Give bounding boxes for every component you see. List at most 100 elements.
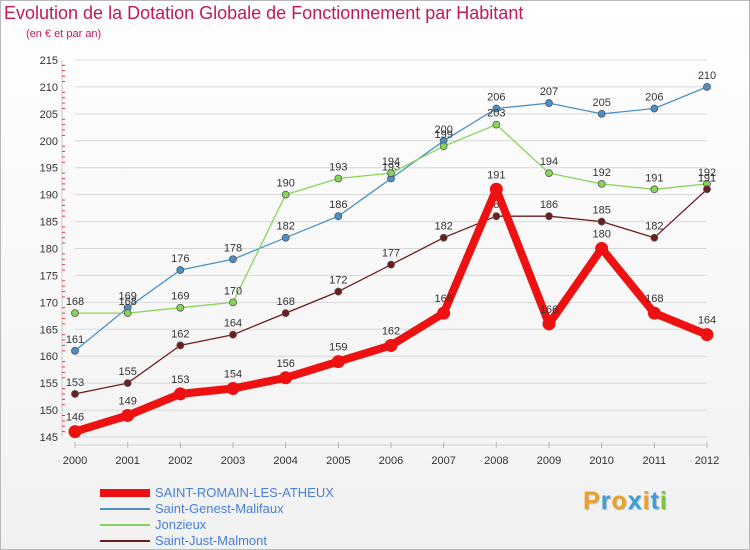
- data-point: [387, 260, 395, 269]
- chart-subtitle: (en € et par an): [26, 28, 102, 40]
- legend-swatch: [100, 508, 150, 510]
- data-label: 149: [118, 395, 136, 407]
- x-tick-label: 2002: [168, 455, 192, 467]
- data-point: [71, 346, 79, 355]
- y-tick-label: 180: [40, 244, 58, 256]
- series-saint-just-malmont: 153 155 162 164 168 172 177 182 186 186 185 182 191: [66, 172, 716, 398]
- data-label: 154: [224, 369, 242, 381]
- data-label: 153: [66, 377, 84, 389]
- data-point: [703, 83, 711, 91]
- data-label: 168: [118, 296, 136, 308]
- logo-letter: x: [627, 487, 643, 515]
- data-point: [439, 233, 448, 242]
- data-point: [597, 109, 606, 118]
- y-tick-label: 150: [40, 405, 58, 417]
- data-point: [334, 287, 343, 296]
- data-point: [229, 255, 237, 264]
- data-label: 182: [276, 221, 294, 233]
- data-label: 192: [698, 167, 716, 179]
- data-point: [545, 99, 553, 107]
- data-label: 191: [698, 172, 716, 184]
- data-point: [387, 169, 395, 178]
- data-label: 168: [434, 293, 452, 305]
- data-label: 191: [645, 172, 663, 184]
- data-label: 206: [487, 91, 505, 103]
- data-point: [650, 233, 659, 242]
- data-point: [492, 212, 501, 221]
- data-label: 168: [645, 293, 663, 305]
- data-point: [176, 341, 185, 350]
- data-point: [597, 217, 606, 226]
- y-tick-label: 170: [40, 297, 58, 309]
- data-label: 194: [540, 156, 558, 168]
- data-label: 192: [592, 167, 610, 179]
- y-tick-label: 215: [40, 55, 58, 67]
- legend-swatch: [100, 524, 150, 526]
- data-point: [384, 338, 398, 352]
- data-label: 159: [329, 342, 347, 354]
- data-label: 164: [224, 318, 242, 330]
- data-label: 161: [66, 334, 84, 346]
- data-label: 180: [592, 229, 610, 241]
- data-label: 190: [276, 178, 294, 190]
- data-label: 168: [66, 296, 84, 308]
- data-point: [650, 185, 659, 194]
- data-label: 176: [171, 253, 189, 265]
- chart-legend: SAINT-ROMAIN-LES-ATHEUX Saint-Genest-Mali…: [100, 485, 334, 549]
- logo-letter: P: [583, 487, 601, 515]
- legend-item: SAINT-ROMAIN-LES-ATHEUX: [100, 485, 334, 501]
- y-tick-label: 205: [40, 109, 58, 121]
- data-label: 170: [224, 285, 242, 297]
- series-saint-romain-les-atheux: 146 149 153 154 156 159 162 168 191 166 180 168 164: [66, 169, 716, 439]
- data-point: [650, 104, 659, 113]
- data-point: [545, 212, 553, 221]
- data-label: 200: [434, 124, 452, 136]
- x-tick-label: 2006: [379, 455, 403, 467]
- data-point: [71, 309, 79, 318]
- series-line: [74, 86, 708, 352]
- data-label: 210: [698, 70, 716, 82]
- x-tick-label: 2004: [273, 455, 297, 467]
- data-point: [597, 179, 606, 188]
- data-label: 162: [171, 328, 189, 340]
- series-line: [74, 188, 708, 395]
- legend-label: Saint-Genest-Malifaux: [155, 501, 284, 516]
- data-label: 205: [592, 97, 610, 109]
- legend-label: SAINT-ROMAIN-LES-ATHEUX: [155, 485, 334, 500]
- data-label: 194: [382, 156, 400, 168]
- y-tick-label: 145: [40, 432, 58, 444]
- x-tick-label: 2007: [431, 455, 455, 467]
- legend-label: Jonzieux: [155, 517, 207, 532]
- y-tick-label: 155: [40, 378, 58, 390]
- data-point: [437, 306, 451, 320]
- data-label: 177: [382, 248, 400, 260]
- data-label: 203: [487, 108, 505, 120]
- legend-item: Saint-Genest-Malifaux: [100, 501, 334, 517]
- legend-item: Saint-Just-Malmont: [100, 533, 334, 549]
- data-label: 182: [434, 221, 452, 233]
- x-tick-label: 2011: [643, 455, 667, 467]
- logo-letter: t: [650, 487, 660, 515]
- data-label: 169: [118, 291, 136, 303]
- data-point: [281, 309, 290, 318]
- data-label: 168: [276, 296, 294, 308]
- data-label: 172: [329, 275, 347, 287]
- x-tick-label: 2000: [63, 455, 87, 467]
- data-point: [492, 120, 501, 129]
- data-point: [439, 142, 448, 151]
- data-point: [647, 306, 661, 320]
- y-tick-label: 175: [40, 270, 58, 282]
- data-point: [176, 266, 185, 274]
- data-point: [334, 212, 343, 221]
- data-point: [229, 330, 237, 339]
- x-tick-label: 2003: [221, 455, 245, 467]
- data-label: 156: [276, 358, 294, 370]
- data-label: 182: [645, 221, 663, 233]
- y-tick-label: 165: [40, 324, 58, 336]
- data-label: 164: [698, 315, 716, 327]
- logo-letter: i: [642, 487, 651, 515]
- y-tick-label: 210: [40, 82, 58, 94]
- data-label: 162: [382, 325, 400, 337]
- y-tick-label: 195: [40, 163, 58, 175]
